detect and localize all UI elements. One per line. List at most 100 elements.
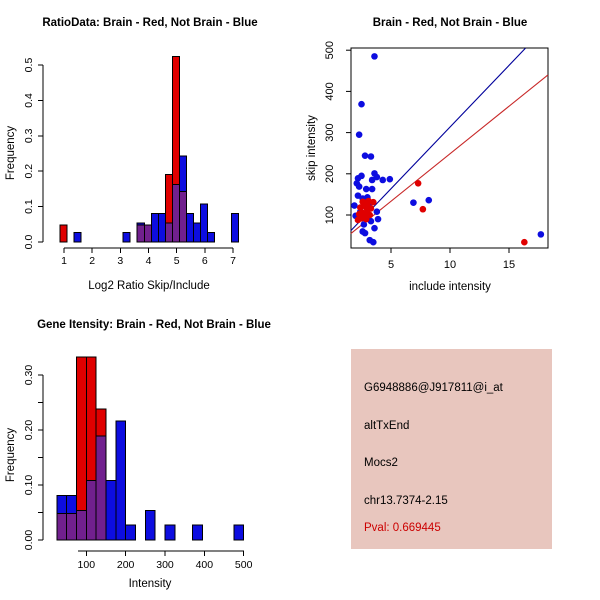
- scatter-point-blue: [351, 202, 358, 209]
- probe-id-text: G6948886@J917811@i_at: [364, 382, 503, 394]
- scatter-point-blue: [425, 196, 433, 204]
- y-tick-label: 0.10: [23, 475, 35, 496]
- fit-line-blue: [350, 47, 526, 232]
- scatter-point-red: [354, 216, 362, 224]
- x-tick-label: 400: [196, 559, 214, 571]
- hist-bar-blue: [122, 231, 131, 243]
- hist-bar-overlap: [136, 224, 145, 243]
- gene-info-box: G6948886@J917811@i_at altTxEnd Mocs2 chr…: [351, 349, 552, 549]
- scatter-point-blue: [358, 100, 365, 108]
- hist-bar-blue: [105, 480, 117, 541]
- y-axis-label: Frequency: [5, 126, 17, 181]
- hist-bar-overlap: [56, 513, 68, 541]
- hist-bar-blue: [186, 212, 195, 243]
- scatter-point-blue: [368, 176, 376, 184]
- hist-bar-overlap: [95, 435, 107, 541]
- intensity-scatter-chart: Brain - Red, Not Brain - Blue include int…: [306, 17, 549, 293]
- scatter-point-blue: [355, 183, 363, 190]
- x-axis-label: Log2 Ratio Skip/Include: [88, 280, 209, 292]
- y-tick-label: 400: [324, 82, 336, 100]
- scatter-point-blue: [373, 208, 381, 216]
- chart-title: Brain - Red, Not Brain - Blue: [373, 17, 528, 29]
- x-tick-label: 500: [235, 559, 253, 571]
- intensity-scatter-panel: Brain - Red, Not Brain - Blue include int…: [300, 0, 600, 300]
- hist-bar-overlap: [85, 480, 97, 541]
- x-tick-label: 15: [503, 259, 515, 271]
- y-tick-label: 0.20: [23, 420, 35, 441]
- hist-bar-blue: [144, 509, 156, 541]
- y-tick-label: 0.5: [23, 58, 35, 73]
- x-tick-label: 7: [230, 255, 236, 267]
- scatter-point-blue: [367, 153, 375, 160]
- scatter-point-blue: [361, 152, 369, 159]
- scatter-point-blue: [386, 175, 394, 183]
- scatter-point-blue: [359, 228, 366, 235]
- ratio-histogram-chart: RatioData: Brain - Red, Not Brain - Blue…: [5, 17, 258, 292]
- hist-bar-red: [59, 224, 68, 243]
- gene-name-text: Mocs2: [364, 457, 398, 469]
- y-tick-label: 0.30: [23, 365, 35, 386]
- fit-line-red: [350, 74, 549, 234]
- hist-bar-overlap: [75, 509, 87, 541]
- hist-bar-blue: [125, 524, 136, 541]
- y-tick-label: 0.00: [23, 530, 35, 551]
- hist-bar-blue: [73, 231, 82, 243]
- scatter-point-blue: [368, 185, 376, 193]
- y-tick-label: 300: [324, 123, 336, 141]
- scatter-point-red: [521, 238, 528, 246]
- ratio-histogram-panel: RatioData: Brain - Red, Not Brain - Blue…: [0, 0, 300, 300]
- pval-text: Pval: 0.669445: [364, 522, 441, 534]
- y-tick-label: 100: [324, 206, 336, 224]
- y-tick-label: 500: [324, 41, 336, 59]
- x-tick-label: 10: [444, 259, 456, 271]
- y-tick-label: 0.4: [23, 93, 35, 108]
- scatter-point-red: [419, 205, 427, 213]
- scatter-point-blue: [355, 131, 363, 138]
- y-axis-label: skip intensity: [306, 115, 318, 181]
- x-tick-label: 6: [202, 255, 208, 267]
- hist-bar-overlap: [143, 224, 152, 243]
- scatter-point-red: [359, 209, 366, 217]
- scatter-point-blue: [410, 199, 417, 206]
- hist-bar-blue: [233, 524, 245, 541]
- scatter-point-red: [370, 198, 377, 206]
- hist-bar-blue: [157, 212, 166, 243]
- scatter-point-blue: [373, 173, 381, 181]
- x-tick-label: 5: [174, 255, 180, 267]
- scatter-point-blue: [370, 238, 377, 246]
- scatter-point-red: [414, 179, 422, 187]
- x-tick-label: 1: [61, 255, 67, 267]
- hist-bar-blue: [207, 231, 216, 243]
- hist-bar-blue: [192, 524, 203, 541]
- x-tick-label: 100: [78, 559, 96, 571]
- locus-text: chr13.7374-2.15: [364, 495, 448, 507]
- scatter-point-blue: [379, 176, 387, 184]
- gene-intensity-histogram-chart: Gene Itensity: Brain - Red, Not Brain - …: [5, 319, 271, 590]
- hist-bar-blue: [200, 203, 209, 243]
- hist-bar-overlap: [66, 513, 77, 541]
- gene-intensity-histogram-panel: Gene Itensity: Brain - Red, Not Brain - …: [0, 300, 300, 600]
- scatter-point-red: [361, 199, 369, 206]
- scatter-point-red: [362, 215, 370, 223]
- hist-bar-overlap: [164, 222, 173, 243]
- y-axis-label: Frequency: [5, 428, 17, 483]
- y-tick-label: 200: [324, 165, 336, 183]
- hist-bar-blue: [115, 420, 127, 541]
- hist-bar-blue: [164, 524, 176, 541]
- y-tick-label: 0.2: [23, 164, 35, 179]
- chart-title: RatioData: Brain - Red, Not Brain - Blue: [42, 17, 257, 29]
- y-tick-label: 0.1: [23, 199, 35, 214]
- x-tick-label: 2: [89, 255, 95, 267]
- scatter-point-blue: [362, 185, 370, 193]
- scatter-point-blue: [374, 215, 382, 223]
- hist-bar-overlap: [171, 184, 180, 243]
- x-tick-label: 4: [146, 255, 152, 267]
- gene-info-panel: G6948886@J917811@i_at altTxEnd Mocs2 chr…: [300, 300, 600, 600]
- scatter-point-blue: [360, 221, 368, 228]
- x-tick-label: 3: [117, 255, 123, 267]
- hist-bar-overlap: [178, 190, 188, 243]
- scatter-point-blue: [354, 192, 362, 199]
- x-tick-label: 5: [388, 259, 394, 271]
- y-tick-label: 0.0: [23, 235, 35, 250]
